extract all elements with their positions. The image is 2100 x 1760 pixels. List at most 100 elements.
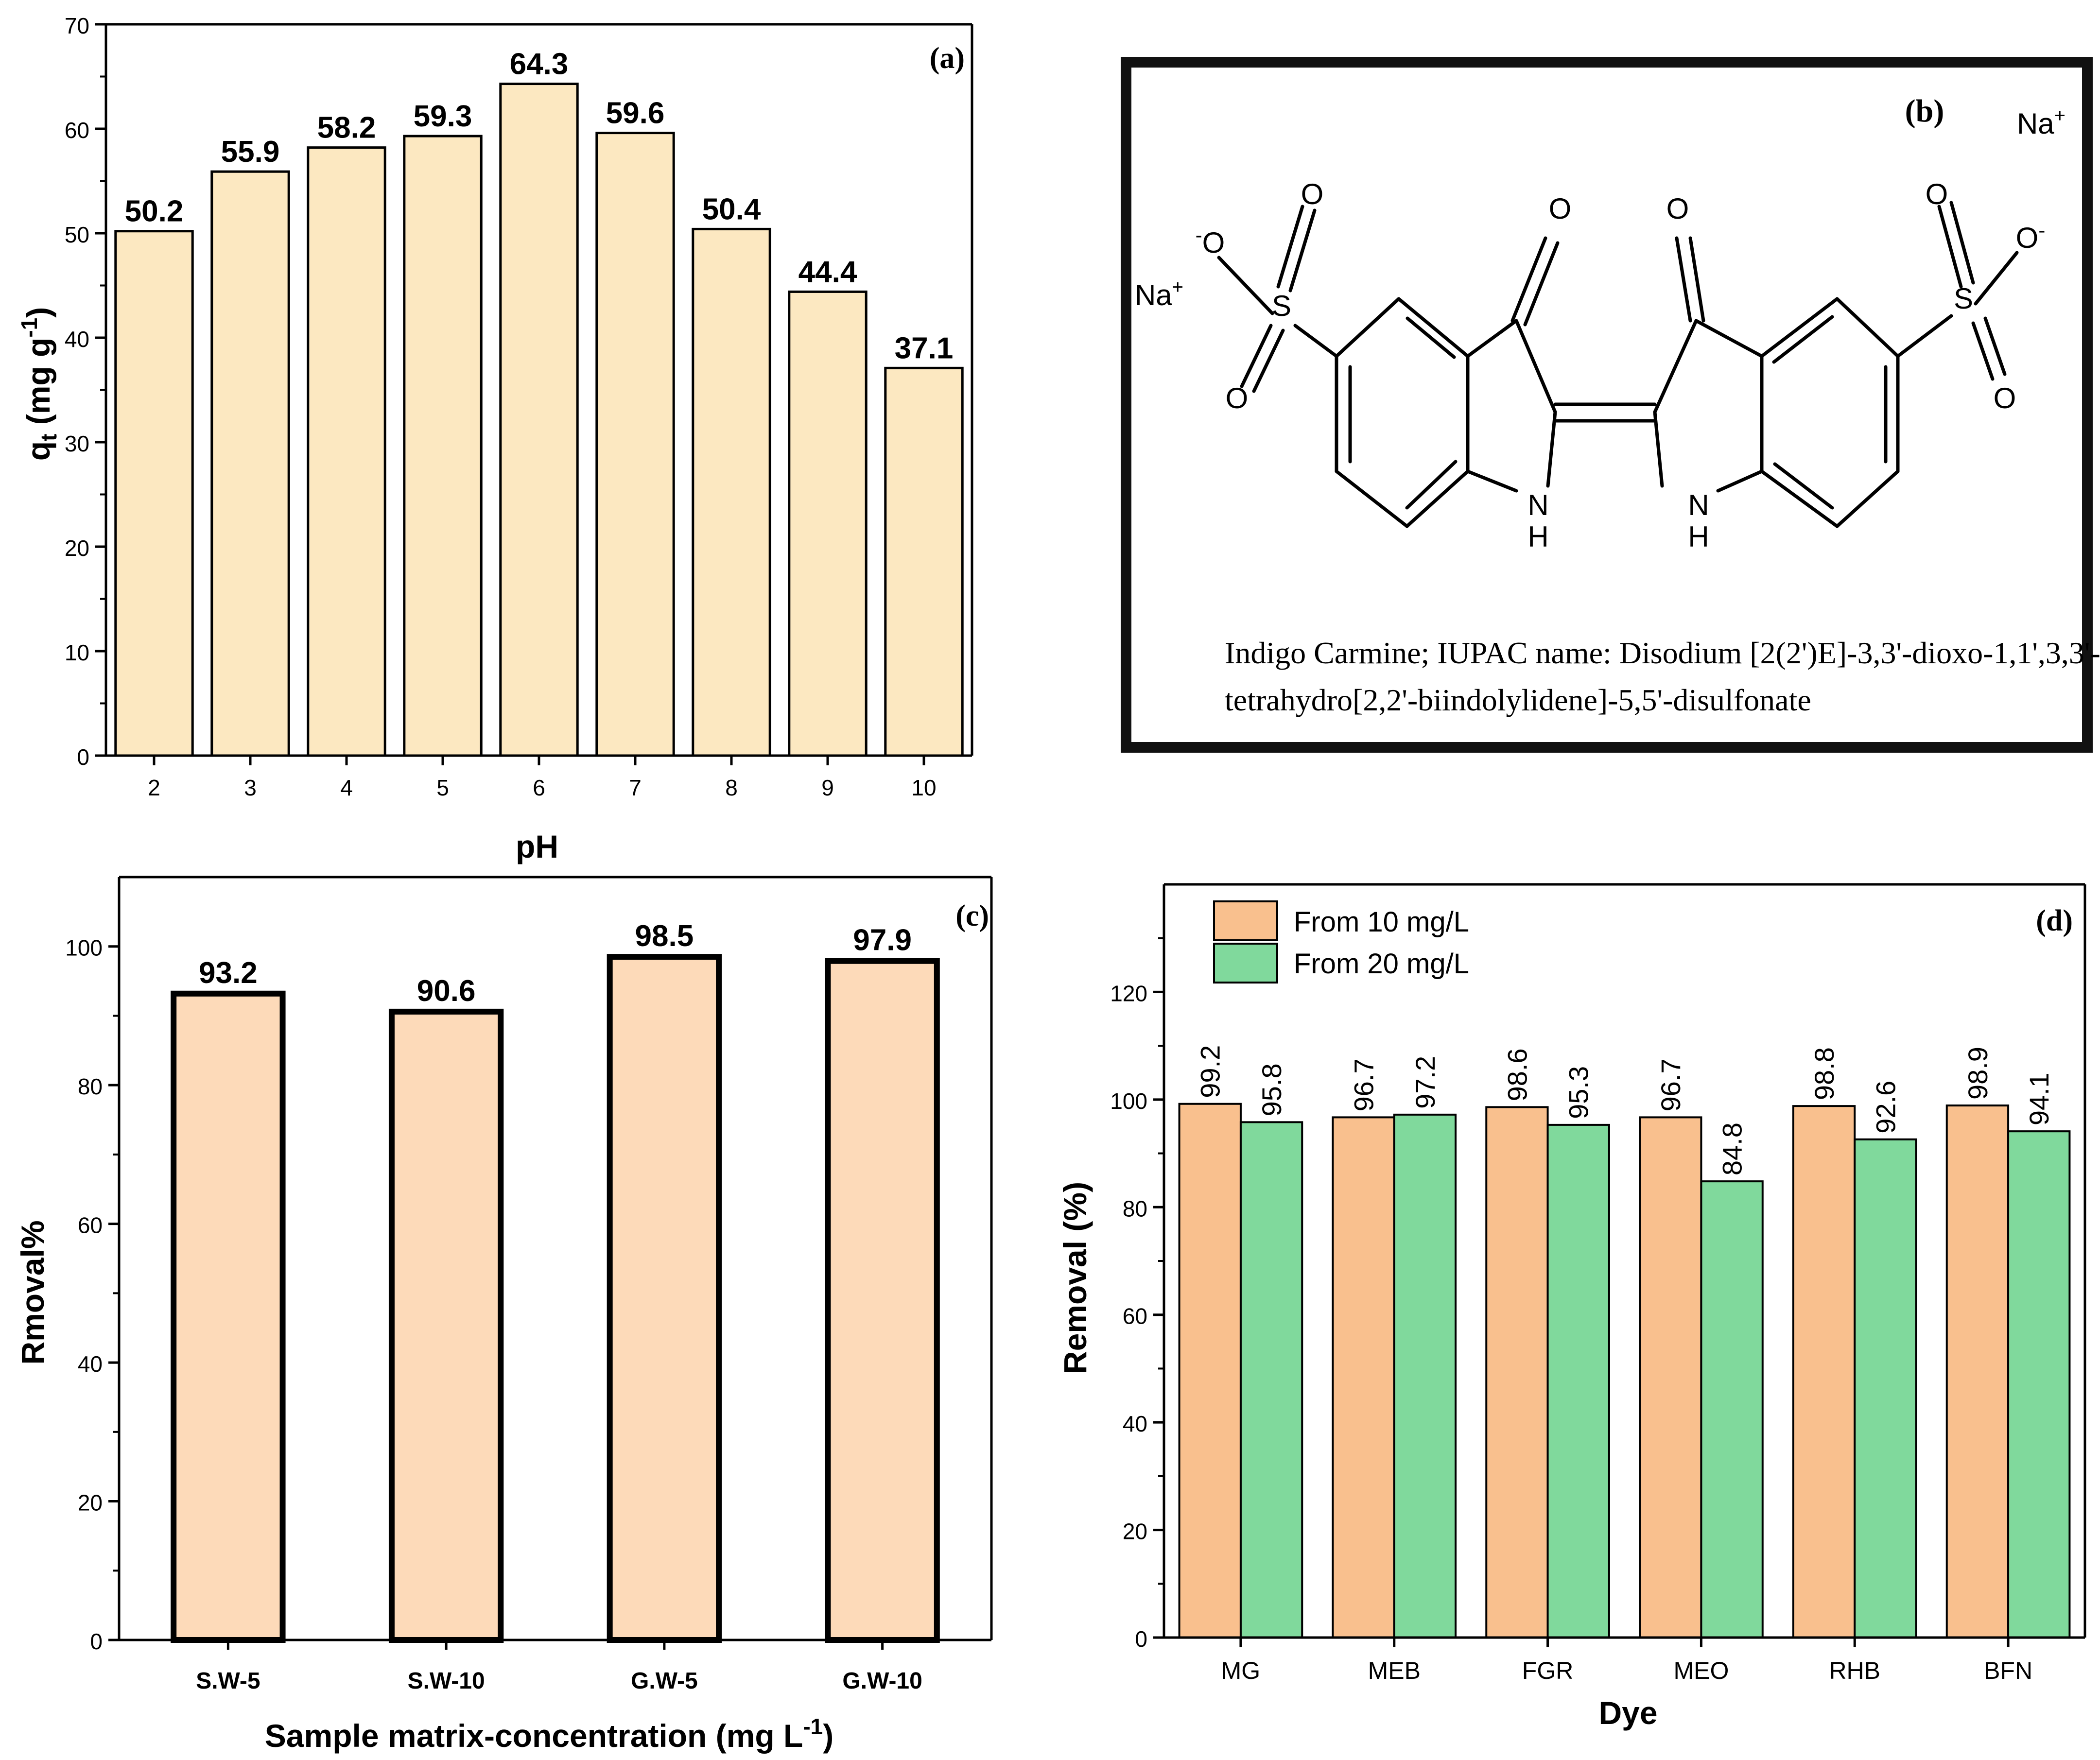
bar-FGR-series-1 [1485, 1106, 1549, 1639]
bar-value-label: 94.1 [2024, 1072, 2054, 1125]
atom-n-right: N [1688, 489, 1709, 521]
bar-ph-5 [403, 135, 483, 757]
panel-b-caption-line2: tetrahydro[2,2'-biindolylidene]-5,5'-dis… [1225, 683, 1811, 717]
panel-d-label: (d) [2036, 904, 2073, 937]
panel-c-bars: 93.2 90.6 98.5 97.9 [171, 919, 940, 1643]
x-tick-label: MG [1221, 1657, 1261, 1684]
molecule-atom-labels: O O S S O O O O -O O- N H N H Na+ Na+ [1135, 105, 2065, 553]
panel-c-ylabel: Rmoval% [15, 1220, 51, 1364]
x-tick-label: MEO [1673, 1657, 1729, 1684]
x-tick-label: 8 [725, 775, 738, 800]
panel-d-chart: 99.2 95.8 96.7 97.2 98.6 95.3 96.7 84.8 98.8 92.6… [1057, 883, 2086, 1731]
bar-MEO-series-2 [1700, 1180, 1764, 1639]
x-tick-label: MEB [1368, 1657, 1421, 1684]
panel-a-axes: 0 10 20 30 40 50 60 70 2 3 4 5 6 7 8 9 10 [65, 13, 973, 800]
bar-MG-series-1 [1178, 1103, 1242, 1639]
y-tick-label: 0 [1135, 1626, 1147, 1652]
y-tick-label: 20 [78, 1490, 103, 1516]
atom-o-minus-right: O- [2016, 219, 2046, 254]
x-tick-label: G.W-10 [842, 1668, 922, 1694]
bar-value-label: 98.8 [1809, 1047, 1840, 1100]
x-tick-label: 2 [148, 775, 160, 800]
x-tick-label: S.W-10 [408, 1668, 485, 1694]
y-tick-label: 0 [77, 744, 89, 770]
bar-S.W-5 [171, 990, 286, 1643]
panel-a-chart: 50.2 55.9 58.2 59.3 64.3 59.6 50.4 44.4 37.1 0 10… [17, 13, 973, 864]
bar-S.W-10 [388, 1008, 504, 1643]
bar-value-label: 50.2 [125, 195, 184, 228]
y-tick-label: 120 [1110, 981, 1147, 1006]
bar-value-label: 58.2 [317, 111, 376, 145]
bar-BFN-series-2 [2007, 1130, 2071, 1639]
bar-value-label: 93.2 [199, 956, 258, 990]
y-tick-label: 30 [65, 431, 89, 456]
bar-MEO-series-1 [1639, 1116, 1702, 1639]
atom-o-right-carbonyl: O [1666, 192, 1689, 225]
panel-a-xlabel: pH [516, 828, 558, 864]
bar-ph-6 [499, 83, 579, 757]
bar-ph-9 [788, 290, 868, 757]
bar-value-label: 97.9 [853, 924, 912, 957]
atom-o-left-carbonyl: O [1549, 192, 1572, 225]
panel-a-label: (a) [930, 42, 965, 75]
atom-h-left: H [1527, 520, 1548, 553]
x-tick-label: RHB [1829, 1657, 1880, 1684]
bar-RHB-series-2 [1854, 1138, 1917, 1639]
bar-ph-8 [692, 227, 771, 757]
bar-value-label: 98.9 [1962, 1047, 1993, 1100]
bar-value-label: 98.6 [1502, 1048, 1532, 1101]
bar-value-label: 55.9 [221, 135, 280, 169]
x-tick-label: 4 [340, 775, 353, 800]
atom-n-left: N [1527, 489, 1548, 521]
panel-c-xlabel: Sample matrix-concentration (mg L-1) [265, 1714, 833, 1754]
panel-d-legend: From 10 mg/L From 20 mg/L [1213, 900, 1469, 984]
bar-value-label: 37.1 [895, 331, 954, 365]
bar-value-label: 98.5 [635, 919, 694, 953]
y-tick-label: 40 [1123, 1411, 1147, 1436]
x-tick-label: FGR [1522, 1657, 1574, 1684]
y-tick-label: 0 [90, 1629, 103, 1654]
bar-ph-4 [307, 146, 386, 757]
bar-value-label: 95.8 [1256, 1063, 1287, 1116]
indigo-carmine-molecule [1217, 201, 2019, 528]
sodium-ion-right: Na+ [2017, 105, 2065, 140]
x-tick-label: G.W-5 [631, 1668, 698, 1694]
y-tick-label: 50 [65, 222, 89, 247]
bar-value-label: 96.7 [1349, 1058, 1379, 1111]
bar-ph-3 [210, 170, 290, 757]
bar-value-label: 99.2 [1195, 1045, 1226, 1098]
atom-o-right-top: O [1926, 178, 1948, 210]
bar-value-label: 95.3 [1563, 1066, 1594, 1119]
atom-o-left-bottom: O [1226, 382, 1249, 414]
legend-label-from-20: From 20 mg/L [1294, 948, 1469, 980]
panel-b-label: (b) [1905, 93, 1944, 129]
sodium-ion-left: Na+ [1135, 276, 1183, 311]
bar-MEB-series-1 [1332, 1116, 1395, 1639]
bar-MG-series-2 [1239, 1121, 1303, 1639]
bar-value-label: 50.4 [702, 192, 761, 226]
bar-value-label: 96.7 [1655, 1058, 1686, 1111]
x-tick-label: 7 [629, 775, 642, 800]
y-tick-label: 80 [1123, 1196, 1147, 1221]
bar-value-label: 44.4 [798, 255, 857, 289]
bar-value-label: 59.6 [606, 97, 665, 130]
atom-o-left-top: O [1301, 178, 1324, 210]
x-tick-label: S.W-5 [196, 1668, 260, 1694]
panel-d-bars: 99.2 95.8 96.7 97.2 98.6 95.3 96.7 84.8 98.8 92.6… [1178, 1045, 2071, 1639]
panel-b-caption-line1: Indigo Carmine; IUPAC name: Disodium [2(… [1225, 636, 2100, 670]
bar-G.W-10 [825, 958, 940, 1643]
y-tick-label: 70 [65, 13, 89, 38]
y-tick-label: 40 [78, 1351, 103, 1377]
y-tick-label: 60 [78, 1213, 103, 1238]
panel-c-label: (c) [955, 899, 989, 932]
atom-h-right: H [1688, 520, 1709, 553]
bar-value-label: 92.6 [1870, 1081, 1901, 1134]
y-tick-label: 100 [65, 935, 103, 961]
atom-o-minus-left: -O [1196, 224, 1225, 259]
y-tick-label: 100 [1110, 1088, 1147, 1114]
bar-MEB-series-2 [1393, 1113, 1457, 1639]
x-tick-label: 3 [244, 775, 257, 800]
y-tick-label: 20 [65, 535, 89, 561]
x-tick-label: 5 [436, 775, 449, 800]
